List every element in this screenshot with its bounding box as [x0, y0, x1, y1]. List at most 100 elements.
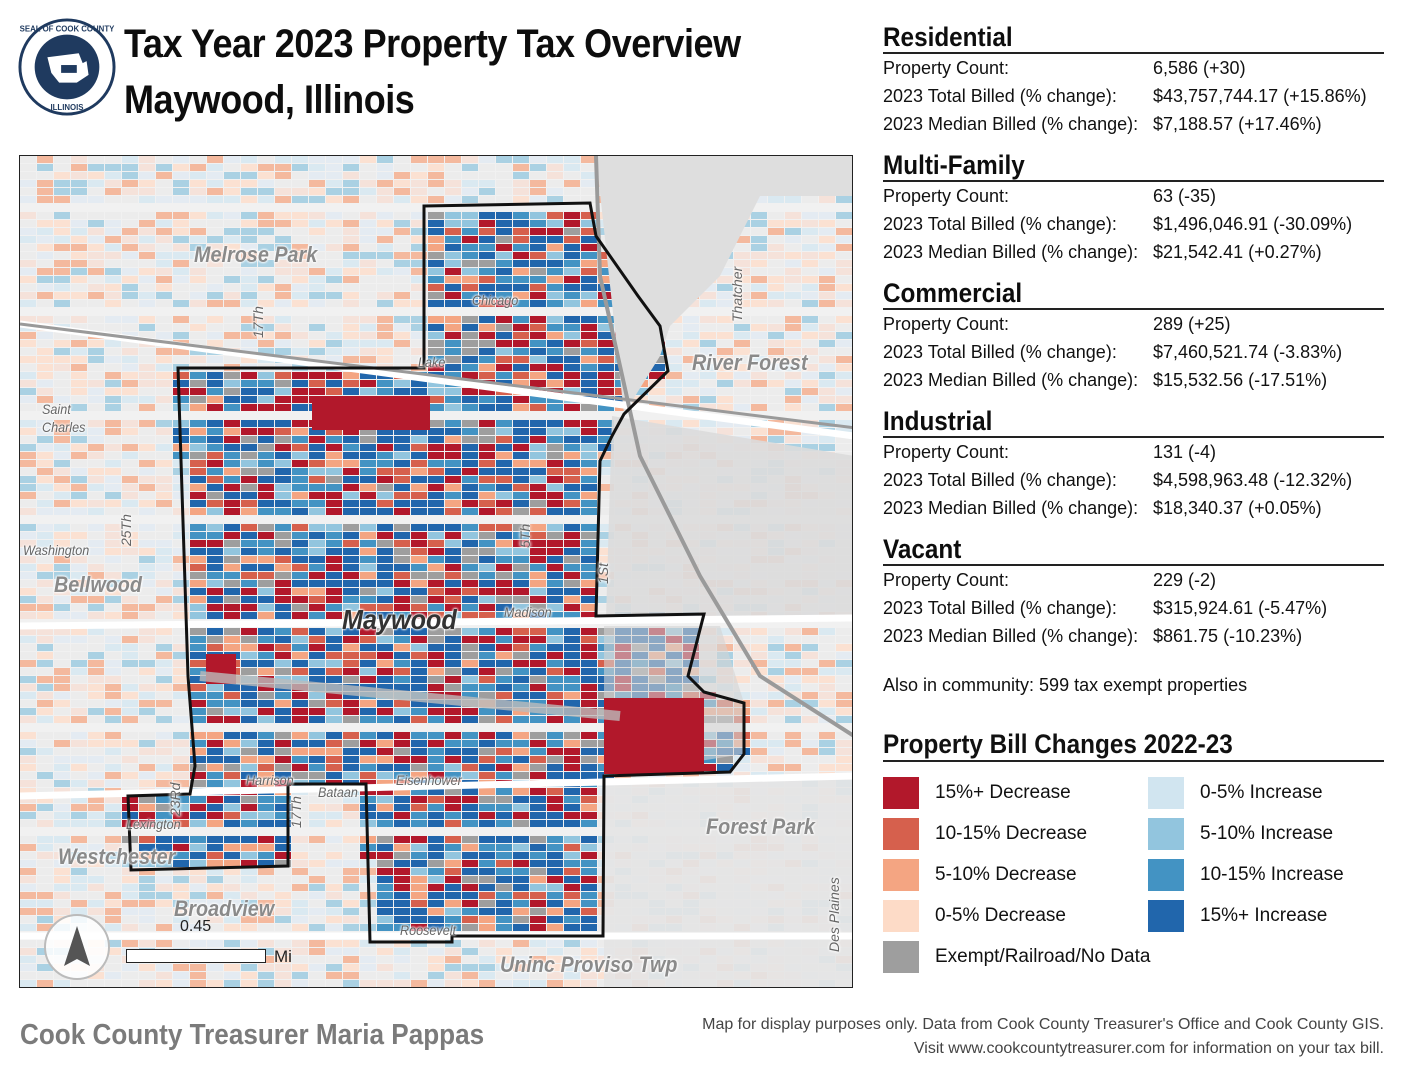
parcel	[598, 460, 614, 467]
parcel	[394, 156, 410, 163]
parcel	[326, 236, 342, 243]
parcel	[428, 244, 444, 251]
parcel	[88, 796, 104, 803]
parcel	[445, 508, 461, 515]
parcel	[122, 388, 138, 395]
parcel	[428, 540, 444, 547]
parcel	[258, 980, 274, 987]
parcel	[377, 380, 393, 387]
parcel	[768, 300, 784, 307]
parcel	[411, 252, 427, 259]
parcel	[462, 260, 478, 267]
parcel	[139, 900, 155, 907]
parcel	[717, 300, 733, 307]
parcel	[190, 892, 206, 899]
parcel	[632, 388, 648, 395]
parcel	[190, 380, 206, 387]
parcel	[309, 348, 325, 355]
parcel	[428, 852, 444, 859]
parcel	[717, 636, 733, 643]
parcel	[241, 492, 257, 499]
parcel	[428, 484, 444, 491]
parcel	[411, 668, 427, 675]
parcel	[462, 860, 478, 867]
parcel	[683, 388, 699, 395]
section-industrial: Industrial Property Count: 131 (-4) 2023 To…	[883, 406, 1384, 522]
parcel	[54, 892, 70, 899]
parcel	[581, 244, 597, 251]
parcel	[326, 980, 342, 987]
parcel	[258, 700, 274, 707]
parcel	[275, 284, 291, 291]
parcel	[224, 572, 240, 579]
parcel	[445, 628, 461, 635]
parcel	[751, 628, 767, 635]
parcel	[445, 340, 461, 347]
parcel	[377, 644, 393, 651]
parcel	[343, 244, 359, 251]
parcel	[513, 324, 529, 331]
seal-bottom-text: ILLINOIS	[50, 103, 83, 112]
parcel	[428, 948, 444, 955]
parcel-map[interactable]: Maywood Melrose Park River Forest Bellwo…	[19, 155, 853, 988]
parcel	[122, 708, 138, 715]
parcel	[71, 524, 87, 531]
parcel	[428, 876, 444, 883]
parcel	[343, 220, 359, 227]
parcel	[71, 700, 87, 707]
parcel	[20, 940, 36, 947]
parcel	[547, 172, 563, 179]
parcel	[122, 564, 138, 571]
parcel	[54, 316, 70, 323]
parcel	[547, 852, 563, 859]
parcel	[71, 452, 87, 459]
parcel	[564, 324, 580, 331]
parcel	[173, 572, 189, 579]
parcel	[377, 212, 393, 219]
parcel	[768, 428, 784, 435]
parcel	[88, 260, 104, 267]
parcel	[343, 844, 359, 851]
parcel	[173, 180, 189, 187]
parcel	[122, 236, 138, 243]
parcel	[445, 588, 461, 595]
parcel	[275, 300, 291, 307]
parcel	[37, 708, 53, 715]
parcel	[836, 348, 852, 355]
parcel	[105, 604, 121, 611]
parcel	[462, 980, 478, 987]
parcel	[428, 196, 444, 203]
parcel	[751, 268, 767, 275]
parcel	[207, 292, 223, 299]
parcel	[462, 220, 478, 227]
parcel	[326, 356, 342, 363]
parcel	[394, 236, 410, 243]
parcel	[530, 252, 546, 259]
parcel	[156, 324, 172, 331]
parcel	[445, 876, 461, 883]
parcel	[71, 364, 87, 371]
parcel	[88, 756, 104, 763]
parcel	[802, 444, 818, 451]
parcel	[88, 244, 104, 251]
parcel	[190, 508, 206, 515]
parcel	[462, 556, 478, 563]
parcel	[802, 356, 818, 363]
parcel	[71, 324, 87, 331]
parcel	[479, 212, 495, 219]
parcel	[428, 700, 444, 707]
parcel	[122, 636, 138, 643]
parcel	[207, 244, 223, 251]
parcel	[445, 236, 461, 243]
parcel	[224, 468, 240, 475]
parcel	[394, 756, 410, 763]
parcel	[190, 676, 206, 683]
parcel	[751, 748, 767, 755]
parcel	[105, 164, 121, 171]
parcel	[785, 316, 801, 323]
parcel	[496, 708, 512, 715]
parcel	[37, 452, 53, 459]
parcel	[530, 180, 546, 187]
parcel	[241, 356, 257, 363]
parcel	[394, 860, 410, 867]
